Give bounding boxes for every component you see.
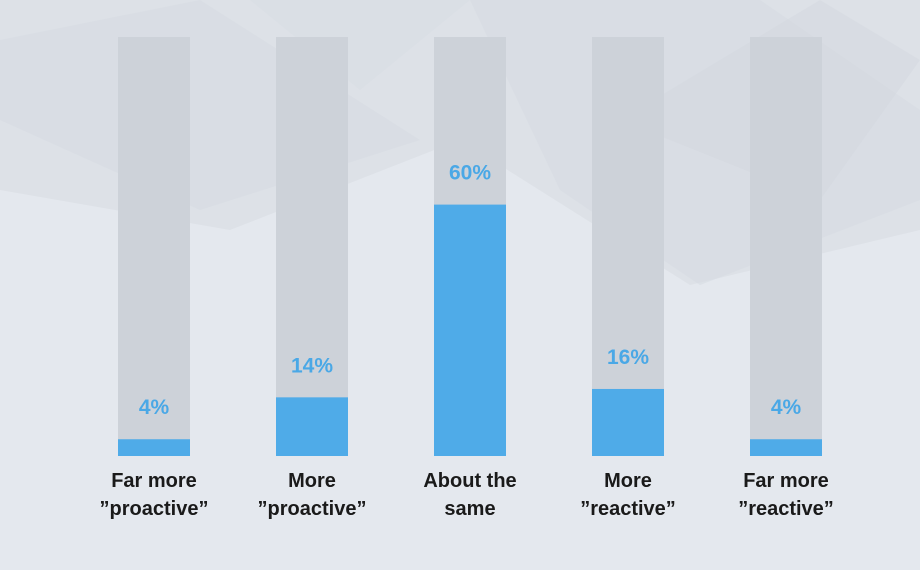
- bar: [750, 439, 822, 456]
- bar: [592, 388, 664, 456]
- value-label: 4%: [139, 396, 170, 419]
- value-label: 4%: [771, 396, 802, 419]
- category-label: More ”proactive”: [258, 470, 367, 520]
- bar: [276, 397, 348, 456]
- category-label: About the same: [423, 470, 516, 520]
- category-label: Far more ”proactive”: [100, 470, 209, 520]
- bar-track: [118, 37, 190, 456]
- bar-track: [592, 37, 664, 456]
- value-label: 14%: [291, 354, 333, 377]
- category-label: More ”reactive”: [580, 470, 676, 520]
- value-label: 60%: [449, 162, 491, 185]
- bar: [434, 204, 506, 456]
- bar-track: [276, 37, 348, 456]
- category-label: Far more ”reactive”: [738, 470, 834, 520]
- bar: [118, 439, 190, 456]
- bar-track: [750, 37, 822, 456]
- value-label: 16%: [607, 346, 649, 369]
